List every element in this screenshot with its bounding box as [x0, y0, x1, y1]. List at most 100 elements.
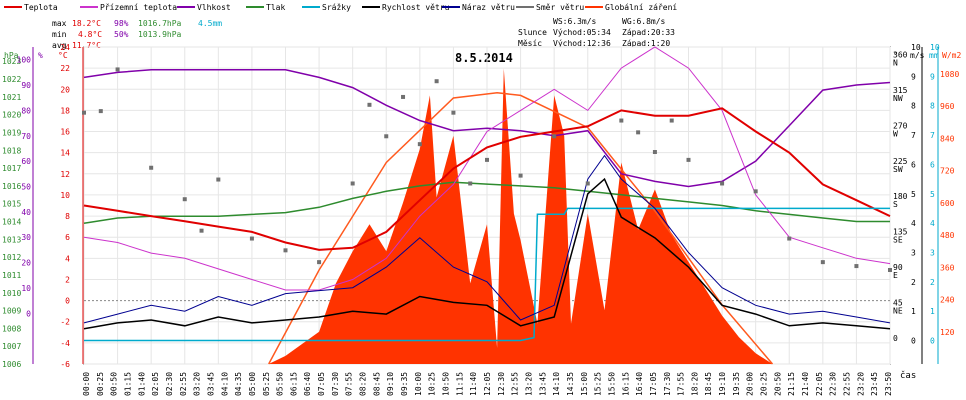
temperature-tick-label: 20 — [60, 85, 70, 94]
theoretical-radiation-line — [268, 91, 774, 365]
legend: Teplota Přízemní teplota Vlhkost Tlak Sr… — [4, 3, 677, 12]
x-tick-label: 02:55 — [179, 372, 188, 396]
legend-pressure: Tlak — [266, 3, 285, 12]
temperature-tick-label: 14 — [60, 149, 70, 158]
radiation-tick-label: 840 — [940, 134, 955, 143]
direction-tick-label: NW — [893, 94, 903, 103]
x-tick-label: 10:25 — [428, 372, 437, 396]
wind-direction-point — [434, 79, 439, 84]
direction-tick-label: E — [893, 271, 898, 280]
rain-tick-label: 10 — [930, 43, 940, 52]
direction-tick-degree: 90 — [893, 263, 903, 272]
wind-tick-label: 4 — [911, 219, 916, 228]
x-tick-label: 14:35 — [566, 372, 575, 396]
x-tick-label: 13:20 — [524, 372, 533, 396]
legend-ground-temperature: Přízemní teplota — [100, 3, 177, 12]
humidity-tick-label: 100 — [17, 56, 32, 65]
wind-direction-point — [468, 181, 473, 186]
direction-tick-degree: 270 — [893, 121, 908, 130]
x-tick-label: 07:55 — [345, 372, 354, 396]
pressure-tick-label: 1009 — [2, 307, 21, 316]
wind-direction-point — [199, 228, 204, 233]
x-tick-label: 16:15 — [621, 372, 630, 396]
axis-header-direction: ° — [893, 51, 898, 60]
legend-temperature: Teplota — [24, 3, 58, 12]
x-tick-label: 13:45 — [538, 372, 547, 396]
x-tick-label: 09:35 — [400, 372, 409, 396]
wind-direction-point — [552, 134, 557, 139]
x-tick-label: 12:55 — [511, 372, 520, 396]
pressure-tick-label: 1021 — [2, 93, 21, 102]
humidity-tick-label: 20 — [21, 259, 31, 268]
wind-direction-point — [283, 248, 288, 253]
direction-tick-degree: 360 — [893, 51, 908, 60]
pressure-tick-label: 1018 — [2, 146, 21, 155]
pressure-tick-label: 1006 — [2, 360, 21, 369]
wind-direction-point — [619, 118, 624, 123]
wind-tick-label: 9 — [911, 72, 916, 81]
x-tick-label: 07:05 — [317, 372, 326, 396]
moonrise: Východ:12:36 — [553, 39, 611, 48]
temperature-tick-label: 24 — [60, 43, 70, 52]
stats-max-temp: 18.2°C — [72, 19, 101, 28]
wind-speed-max: WS:6.3m/s — [553, 17, 597, 26]
wind-tick-label: 1 — [911, 307, 916, 316]
temperature-tick-label: 18 — [60, 106, 70, 115]
x-tick-label: 16:40 — [635, 372, 644, 396]
x-tick-label: 05:25 — [262, 372, 271, 396]
wind-tick-label: 8 — [911, 102, 916, 111]
pressure-tick-label: 1014 — [2, 218, 21, 227]
pressure-tick-label: 1008 — [2, 324, 21, 333]
temperature-tick-label: 0 — [65, 297, 70, 306]
x-tick-label: 01:40 — [137, 372, 146, 396]
temperature-tick-label: 4 — [65, 254, 70, 263]
radiation-tick-label: 480 — [940, 231, 955, 240]
x-tick-label: 11:15 — [455, 372, 464, 396]
wind-direction-point — [753, 189, 758, 194]
wind-direction-point — [820, 260, 825, 265]
direction-tick-label: N — [893, 59, 898, 68]
wind-tick-label: 2 — [911, 278, 916, 287]
pressure-tick-label: 1007 — [2, 342, 21, 351]
humidity-tick-label: 40 — [21, 208, 31, 217]
wind-direction-point — [686, 157, 691, 162]
x-tick-label: 12:30 — [497, 372, 506, 396]
stats-avg-label: avg — [52, 41, 67, 50]
x-tick-label: 20:00 — [746, 372, 755, 396]
moonset: Západ:1:20 — [622, 39, 670, 48]
humidity-tick-label: 70 — [21, 132, 31, 141]
wind-tick-label: 6 — [911, 160, 916, 169]
wind-direction-point — [115, 67, 120, 72]
rain-tick-label: 3 — [930, 248, 935, 257]
pressure-tick-label: 1022 — [2, 75, 21, 84]
axis-header-wind: m/s — [910, 51, 925, 60]
humidity-tick-label: 90 — [21, 81, 31, 90]
chart-title: 8.5.2014 — [455, 51, 513, 65]
rain-tick-label: 4 — [930, 219, 935, 228]
wind-direction-point — [350, 181, 355, 186]
x-tick-label: 05:00 — [248, 372, 257, 396]
pressure-tick-label: 1016 — [2, 182, 21, 191]
pressure-tick-label: 1023 — [2, 57, 21, 66]
ground-temperature-line — [83, 46, 891, 291]
humidity-tick-label: 30 — [21, 233, 31, 242]
x-tick-label: 15:50 — [607, 372, 616, 396]
x-tick-label: 08:20 — [359, 372, 368, 396]
wind-tick-label: 10 — [911, 43, 921, 52]
legend-solar-radiation: Globální záření — [605, 3, 677, 12]
x-tick-label: 06:15 — [289, 372, 298, 396]
x-tick-label: 04:10 — [220, 372, 229, 396]
direction-tick-degree: 225 — [893, 157, 908, 166]
wind-direction-point — [652, 150, 657, 155]
wind-direction-point — [384, 134, 389, 139]
x-tick-label: 06:40 — [303, 372, 312, 396]
axes: 1023102210211020101910181017101610151014… — [2, 43, 959, 369]
x-tick-label: 11:40 — [469, 372, 478, 396]
rain-tick-label: 0 — [930, 337, 935, 346]
humidity-tick-label: 80 — [21, 106, 31, 115]
wind-direction-point — [518, 173, 523, 178]
temperature-tick-label: -6 — [60, 360, 70, 369]
stats-avg-temp: 11.7°C — [72, 41, 101, 50]
temperature-tick-label: 16 — [60, 128, 70, 137]
